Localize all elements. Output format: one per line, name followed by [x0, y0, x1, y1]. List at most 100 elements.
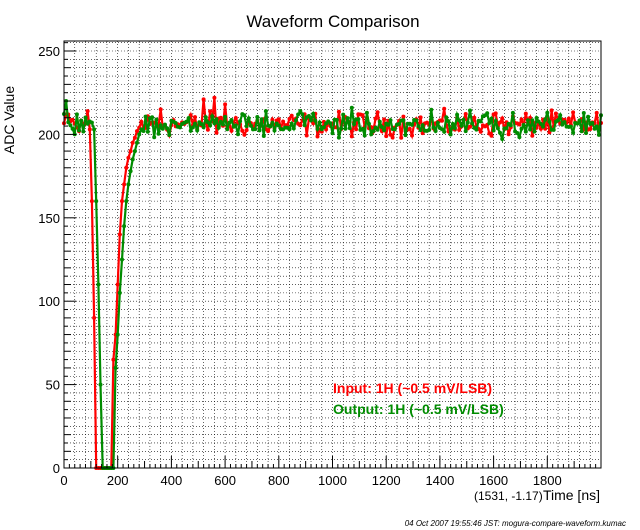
data-point	[132, 135, 137, 140]
data-point	[238, 119, 243, 124]
data-point	[347, 126, 352, 131]
series-group	[62, 95, 603, 470]
data-point	[117, 232, 122, 237]
data-point	[259, 117, 264, 122]
data-point	[190, 125, 195, 130]
data-point	[70, 117, 75, 122]
y-tick-label: 200	[38, 127, 60, 142]
data-point	[459, 123, 464, 128]
data-point	[487, 121, 492, 125]
data-point	[248, 123, 253, 128]
data-point	[242, 113, 247, 118]
data-point	[530, 133, 535, 138]
data-point	[115, 282, 120, 287]
data-point	[461, 117, 466, 122]
data-point	[515, 131, 520, 135]
data-point	[328, 121, 333, 126]
data-point	[302, 123, 307, 128]
data-point	[504, 126, 509, 131]
data-point	[339, 126, 344, 131]
data-point	[126, 182, 131, 187]
data-point	[158, 123, 163, 128]
data-point	[201, 97, 206, 102]
data-point	[128, 169, 133, 174]
data-point	[218, 115, 223, 120]
data-point	[311, 111, 316, 116]
data-point	[304, 133, 309, 138]
data-point	[96, 282, 101, 287]
data-point	[594, 124, 599, 129]
data-point	[313, 118, 318, 123]
data-point	[341, 112, 346, 117]
data-point	[463, 129, 468, 134]
data-point	[431, 125, 436, 130]
data-point	[435, 120, 440, 125]
data-point	[532, 129, 537, 134]
data-point	[345, 116, 350, 121]
data-point	[364, 110, 369, 115]
data-point	[534, 116, 539, 120]
data-point	[132, 149, 137, 154]
data-point	[517, 135, 522, 140]
data-point	[221, 122, 225, 127]
data-point	[495, 126, 500, 131]
data-point	[375, 110, 380, 115]
data-point	[401, 118, 406, 123]
data-point	[465, 120, 470, 125]
data-point	[160, 126, 165, 131]
data-point	[474, 127, 479, 132]
data-point	[89, 120, 94, 125]
data-point	[81, 129, 86, 134]
data-point	[442, 106, 447, 111]
data-point	[433, 129, 438, 133]
data-point	[500, 116, 505, 121]
data-point	[508, 123, 513, 128]
data-point	[233, 116, 238, 120]
data-point	[208, 109, 213, 114]
data-point	[386, 122, 391, 127]
data-point	[141, 129, 146, 133]
data-point	[126, 155, 131, 160]
data-point	[594, 110, 599, 115]
data-point	[154, 117, 159, 122]
data-point	[195, 128, 200, 133]
data-point	[384, 134, 389, 139]
data-point	[336, 135, 341, 140]
footer-timestamp: 04 Oct 2007 19:55:46 JST: mogura-compare…	[405, 519, 626, 528]
data-point	[193, 121, 197, 126]
data-point	[137, 132, 142, 137]
data-point	[403, 133, 408, 138]
x-axis-label: Time [ns]	[543, 487, 600, 503]
data-point	[330, 131, 335, 136]
data-point	[124, 165, 129, 170]
data-point	[371, 129, 376, 134]
data-point	[596, 132, 601, 137]
data-point	[457, 118, 462, 123]
data-point	[410, 133, 414, 138]
data-point	[298, 109, 303, 114]
data-point	[498, 120, 502, 125]
data-point	[349, 134, 354, 139]
data-point	[418, 128, 423, 133]
data-point	[444, 115, 449, 120]
data-point	[352, 122, 356, 127]
data-point	[579, 129, 584, 134]
data-point	[581, 111, 586, 115]
data-point	[541, 124, 545, 129]
data-point	[577, 118, 582, 123]
data-point	[530, 118, 535, 123]
data-point	[289, 121, 294, 126]
data-point	[571, 110, 576, 115]
data-point	[120, 199, 124, 204]
data-point	[470, 121, 475, 126]
data-point	[255, 115, 260, 119]
data-point	[294, 118, 298, 123]
data-point	[130, 157, 135, 162]
data-point	[115, 332, 120, 337]
data-point	[472, 115, 477, 120]
data-point	[571, 130, 576, 135]
data-point	[163, 122, 167, 127]
data-point	[210, 114, 215, 119]
x-tick-label: 0	[60, 473, 67, 488]
